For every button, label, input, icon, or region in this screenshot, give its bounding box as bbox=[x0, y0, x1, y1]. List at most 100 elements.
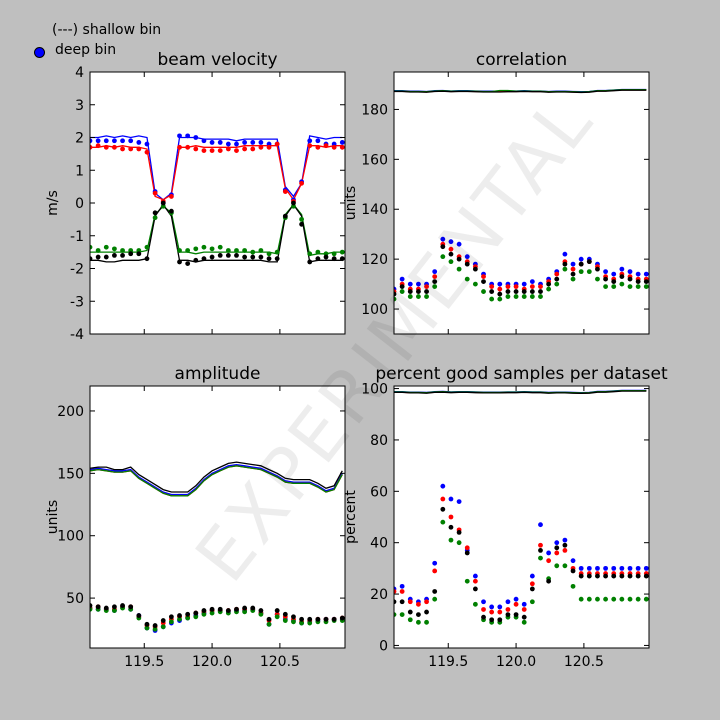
series-line-black bbox=[90, 461, 343, 493]
data-point-green bbox=[472, 601, 478, 607]
data-point-black bbox=[529, 586, 535, 592]
data-point-green bbox=[464, 276, 470, 282]
series-group bbox=[394, 389, 649, 625]
data-point-black bbox=[394, 291, 397, 297]
y-tick-label: 1 bbox=[75, 163, 84, 179]
data-point-green bbox=[152, 626, 158, 632]
data-point-red bbox=[407, 599, 413, 605]
data-point-black bbox=[209, 606, 215, 612]
data-point-green bbox=[144, 244, 150, 250]
legend-deep-label: deep bin bbox=[55, 42, 117, 58]
data-point-green bbox=[529, 599, 535, 605]
data-point-black bbox=[407, 289, 413, 294]
chart-title: amplitude bbox=[175, 364, 261, 384]
data-point-black bbox=[472, 586, 478, 592]
data-point-green bbox=[448, 537, 454, 543]
data-point-green bbox=[595, 596, 600, 602]
data-point-green bbox=[635, 284, 641, 289]
data-point-black bbox=[505, 612, 511, 618]
data-point-black bbox=[225, 608, 231, 613]
data-point-red bbox=[481, 274, 486, 280]
data-point-green bbox=[554, 563, 560, 569]
data-point-green bbox=[177, 248, 182, 253]
data-point-green bbox=[112, 608, 117, 613]
data-point-green bbox=[258, 248, 264, 253]
data-point-red bbox=[424, 599, 429, 605]
data-point-black bbox=[90, 603, 93, 608]
data-point-black bbox=[481, 614, 486, 620]
data-point-red bbox=[120, 146, 125, 152]
data-point-red bbox=[331, 144, 337, 150]
data-point-red bbox=[440, 496, 446, 502]
data-point-green bbox=[242, 248, 248, 253]
plot-frame bbox=[393, 385, 650, 649]
data-point-black bbox=[635, 279, 641, 284]
data-point-black bbox=[432, 279, 438, 284]
data-point-black bbox=[489, 617, 495, 623]
chart-panel-4: 0 20 40 60 80 100 119.5 120.0 120.5 percent good … bbox=[343, 364, 668, 670]
data-point-black bbox=[456, 530, 462, 535]
y-tick-label: 100 bbox=[57, 529, 84, 545]
chart-panel-1: -4 -3 -2 -1 0 1 2 3 4 beam velocity m/s bbox=[45, 50, 346, 343]
data-point-black bbox=[291, 614, 296, 620]
data-point-blue bbox=[497, 281, 503, 287]
data-point-black bbox=[258, 254, 264, 260]
data-point-black bbox=[95, 254, 101, 260]
data-point-blue bbox=[440, 483, 446, 489]
data-point-blue bbox=[339, 140, 345, 145]
data-point-green bbox=[274, 249, 280, 255]
y-tick-label: 80 bbox=[370, 433, 388, 449]
data-point-green bbox=[331, 251, 337, 257]
data-point-black bbox=[399, 599, 405, 605]
data-point-black bbox=[627, 276, 633, 282]
data-point-green bbox=[424, 294, 429, 299]
x-tick-label: 120.5 bbox=[260, 654, 300, 670]
data-point-green bbox=[394, 612, 397, 618]
data-point-black bbox=[521, 614, 527, 620]
data-point-red bbox=[513, 284, 519, 289]
data-point-green bbox=[307, 251, 313, 257]
data-point-black bbox=[570, 271, 576, 277]
data-point-black bbox=[250, 605, 256, 611]
data-point-green bbox=[643, 596, 649, 602]
data-point-green bbox=[595, 276, 600, 282]
data-point-red bbox=[242, 146, 248, 152]
data-point-black bbox=[144, 256, 150, 262]
data-point-red bbox=[299, 180, 304, 186]
plot-frame bbox=[89, 385, 346, 649]
data-point-green bbox=[209, 246, 215, 252]
data-point-black bbox=[448, 251, 454, 257]
data-point-black bbox=[95, 604, 101, 610]
data-point-black bbox=[538, 547, 543, 553]
data-point-green bbox=[152, 215, 158, 221]
legend-deep-marker-icon bbox=[34, 47, 45, 58]
data-point-black bbox=[112, 253, 117, 258]
data-point-green bbox=[424, 619, 429, 625]
data-point-black bbox=[595, 266, 600, 272]
data-point-green bbox=[274, 614, 280, 620]
data-point-black bbox=[90, 256, 93, 262]
legend: (---) shallow bin deep bin bbox=[30, 20, 210, 65]
y-tick-label: 100 bbox=[361, 302, 388, 318]
data-point-blue bbox=[619, 266, 625, 272]
x-tick-label: 120.5 bbox=[564, 654, 604, 670]
data-point-red bbox=[217, 148, 223, 154]
data-point-black bbox=[177, 613, 182, 618]
data-point-blue bbox=[136, 140, 142, 145]
data-point-green bbox=[627, 596, 633, 602]
data-point-red bbox=[234, 148, 239, 154]
data-point-black bbox=[339, 615, 345, 621]
data-point-black bbox=[538, 289, 543, 294]
data-point-green bbox=[432, 596, 438, 602]
data-point-black bbox=[128, 604, 134, 610]
data-point-black bbox=[323, 254, 329, 260]
data-point-green bbox=[570, 276, 576, 282]
data-point-black bbox=[521, 289, 527, 294]
data-point-blue bbox=[315, 138, 321, 144]
data-point-black bbox=[136, 613, 142, 618]
data-point-red bbox=[266, 144, 272, 150]
data-point-blue bbox=[505, 599, 511, 605]
y-tick-label: 0 bbox=[379, 638, 388, 654]
data-point-blue bbox=[144, 141, 150, 147]
data-point-green bbox=[521, 294, 527, 299]
